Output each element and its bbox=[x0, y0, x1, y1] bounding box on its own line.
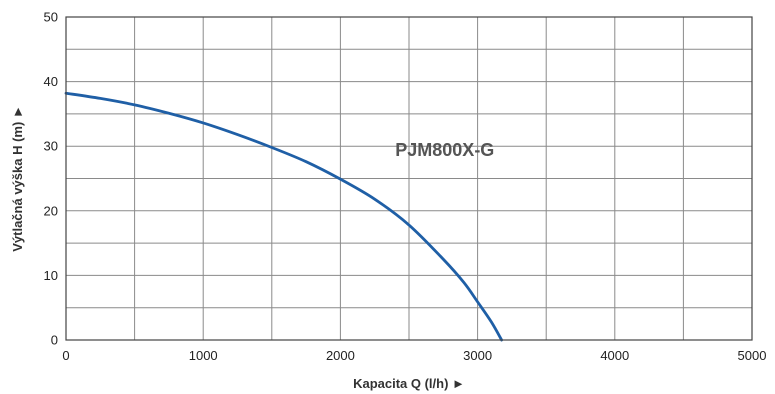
x-tick-label: 4000 bbox=[600, 348, 629, 363]
y-tick-label: 30 bbox=[44, 139, 58, 154]
y-tick-label: 20 bbox=[44, 203, 58, 218]
axes bbox=[65, 16, 753, 341]
x-axis-title: Kapacita Q (l/h) ► bbox=[353, 376, 465, 391]
y-tick-label: 10 bbox=[44, 268, 58, 283]
y-tick-label: 0 bbox=[51, 333, 58, 348]
series-layer bbox=[64, 91, 504, 342]
plot-frame bbox=[65, 16, 753, 341]
y-axis-title: Výtlačná výška H (m) ► bbox=[10, 105, 25, 252]
y-tick-label: 50 bbox=[44, 10, 58, 25]
x-tick-label: 5000 bbox=[738, 348, 767, 363]
y-tick-label: 40 bbox=[44, 74, 58, 89]
x-tick-label: 2000 bbox=[326, 348, 355, 363]
x-tick-label: 0 bbox=[62, 348, 69, 363]
tick-labels: 0 1000 2000 3000 4000 5000 0 10 20 30 40 50 bbox=[44, 10, 767, 364]
x-tick-label: 1000 bbox=[189, 348, 218, 363]
series-label-annotation: PJM800X-G bbox=[395, 140, 494, 160]
grid bbox=[65, 16, 753, 341]
series-line bbox=[64, 91, 504, 342]
x-tick-label: 3000 bbox=[463, 348, 492, 363]
